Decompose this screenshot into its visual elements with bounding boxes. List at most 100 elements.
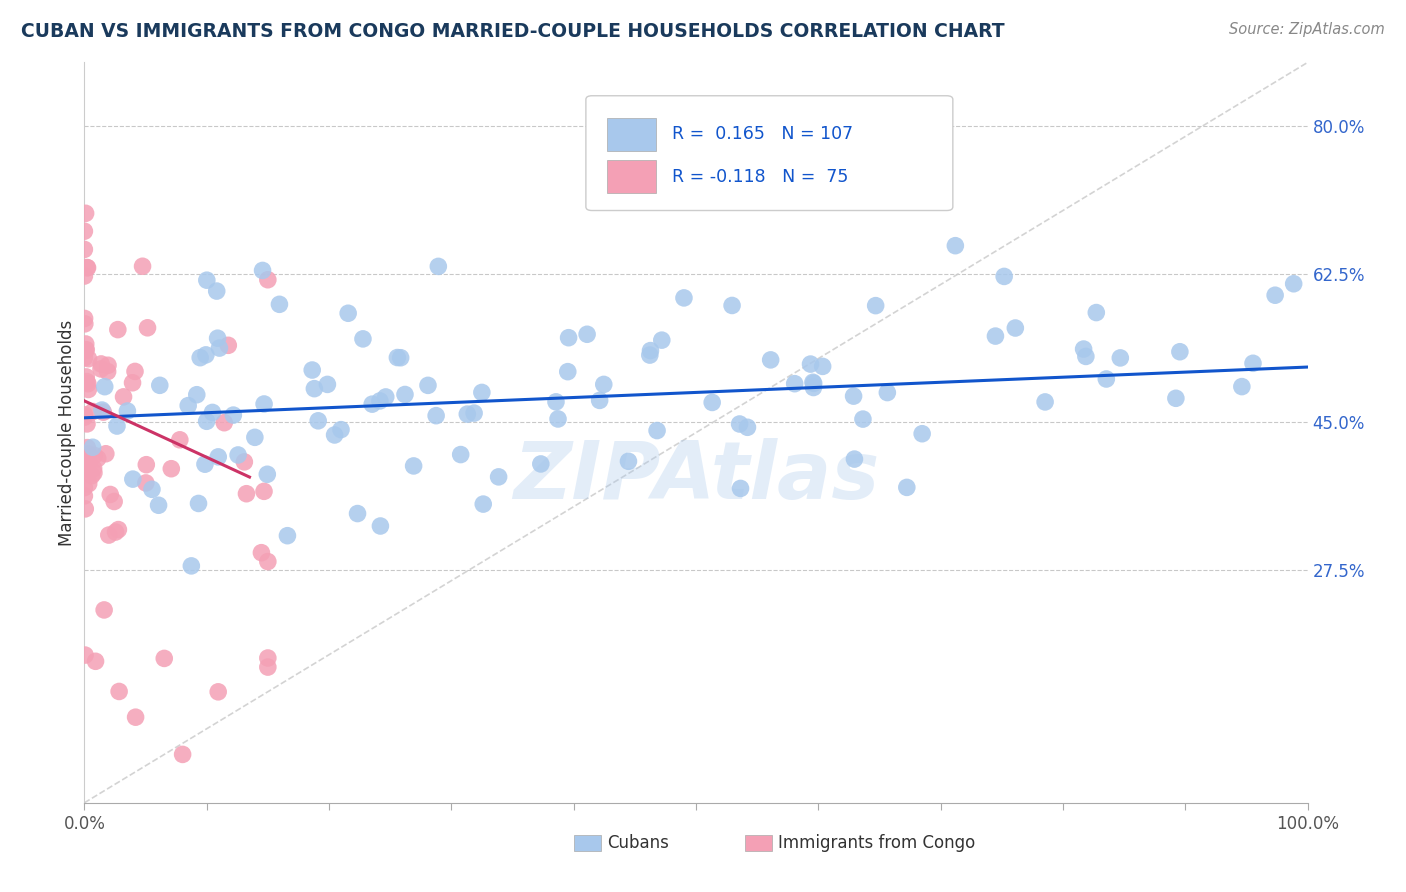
Point xyxy=(530,457,553,471)
Point xyxy=(337,306,360,320)
Point xyxy=(75,648,97,662)
Point xyxy=(87,451,110,466)
Point xyxy=(188,351,211,365)
Point xyxy=(187,496,209,510)
Point xyxy=(160,461,183,475)
Point xyxy=(472,497,495,511)
Point xyxy=(73,489,96,503)
Point xyxy=(97,358,120,372)
Point xyxy=(1095,372,1118,386)
Point xyxy=(547,412,569,426)
Point xyxy=(557,365,579,379)
Point xyxy=(131,259,153,273)
Point xyxy=(257,555,280,569)
Point xyxy=(124,364,146,378)
Point xyxy=(471,385,494,400)
Point xyxy=(83,466,105,480)
Point xyxy=(911,426,934,441)
Y-axis label: Married-couple Households: Married-couple Households xyxy=(58,319,76,546)
Point xyxy=(1073,342,1095,356)
Point xyxy=(617,454,640,468)
Point xyxy=(97,365,120,379)
Point xyxy=(759,352,782,367)
Point xyxy=(77,447,100,461)
Point xyxy=(135,458,157,472)
Point xyxy=(488,470,510,484)
Point xyxy=(330,423,353,437)
Point xyxy=(136,320,159,334)
Point xyxy=(172,747,194,762)
Point xyxy=(1168,344,1191,359)
Point xyxy=(235,486,257,500)
Point xyxy=(588,393,610,408)
Point xyxy=(307,414,329,428)
Point xyxy=(73,410,96,425)
Text: ZIPAtlas: ZIPAtlas xyxy=(513,438,879,516)
Point xyxy=(1282,277,1305,291)
Point xyxy=(865,299,887,313)
Point xyxy=(76,375,98,389)
Point xyxy=(984,329,1007,343)
Point xyxy=(205,284,228,298)
Point xyxy=(233,455,256,469)
Point xyxy=(1164,392,1187,406)
Point xyxy=(153,651,176,665)
Text: R =  0.165   N = 107: R = 0.165 N = 107 xyxy=(672,125,852,144)
Point xyxy=(361,397,384,411)
Point xyxy=(117,404,139,418)
Point xyxy=(148,498,170,512)
Point xyxy=(194,457,217,471)
Point xyxy=(592,377,614,392)
Point xyxy=(73,243,96,257)
Point xyxy=(195,414,218,428)
Point xyxy=(783,376,806,391)
Point xyxy=(222,408,245,422)
Bar xyxy=(606,118,655,152)
Point xyxy=(75,343,97,358)
Point xyxy=(76,260,98,275)
Point xyxy=(1230,379,1253,393)
Point xyxy=(207,450,229,464)
Point xyxy=(1241,356,1264,370)
Point xyxy=(75,462,97,476)
Point xyxy=(301,363,323,377)
Point xyxy=(107,323,129,337)
Point xyxy=(1109,351,1132,365)
Point xyxy=(226,448,249,462)
Point xyxy=(368,393,391,408)
Point xyxy=(121,376,143,390)
Point xyxy=(76,451,98,466)
Point xyxy=(730,482,752,496)
Point xyxy=(90,357,112,371)
Point xyxy=(104,524,127,539)
Point xyxy=(323,428,346,442)
Point xyxy=(370,519,392,533)
Point xyxy=(149,378,172,392)
Point xyxy=(1074,350,1097,364)
Point xyxy=(194,348,217,362)
Point xyxy=(112,390,135,404)
Point xyxy=(450,448,472,462)
Point xyxy=(374,390,396,404)
Point xyxy=(83,449,105,463)
Point xyxy=(75,343,97,357)
Point xyxy=(943,238,966,252)
Point xyxy=(269,297,291,311)
Point xyxy=(803,376,825,391)
Point xyxy=(207,331,229,345)
Point xyxy=(456,407,478,421)
Point xyxy=(387,351,409,365)
Point xyxy=(243,430,266,444)
Point xyxy=(103,494,125,508)
Point xyxy=(73,317,96,331)
Point xyxy=(73,481,96,495)
Point xyxy=(77,383,100,397)
Point xyxy=(721,298,744,312)
Point xyxy=(852,412,875,426)
Point xyxy=(1004,321,1026,335)
Point xyxy=(557,331,579,345)
Point xyxy=(544,395,567,409)
Point xyxy=(76,376,98,391)
Point xyxy=(256,467,278,482)
Point xyxy=(105,419,128,434)
